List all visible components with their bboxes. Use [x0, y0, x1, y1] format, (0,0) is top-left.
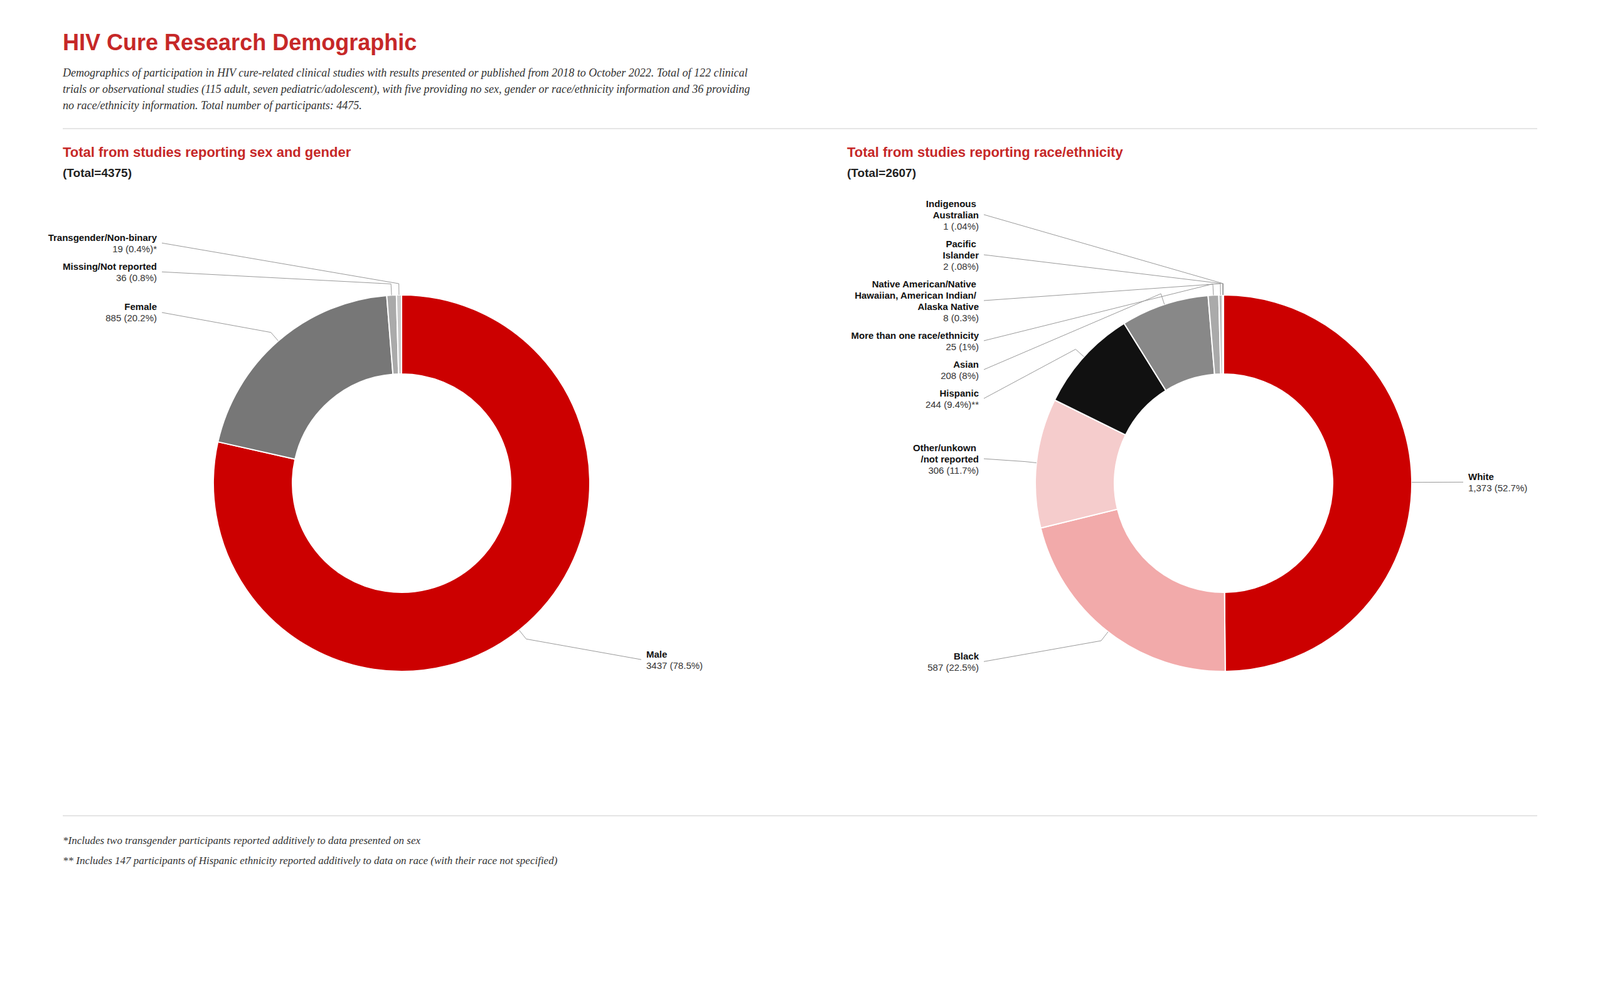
category-label-line: Asian: [953, 358, 979, 370]
slice: [213, 294, 590, 672]
slice: [217, 295, 393, 460]
category-label-line: /not reported: [921, 453, 980, 465]
donut: Male3437 (78.5%) Female885 (20.2%) Missing…: [48, 232, 703, 672]
category-label: Native American/Native Hawaiian, America…: [854, 274, 979, 312]
leader-line: [983, 349, 1085, 399]
chart-panel: Total from studies reporting race/ethnic…: [847, 144, 1528, 673]
separator: [62, 128, 1538, 129]
category-label-line: Black: [953, 650, 980, 662]
separator: [62, 815, 1538, 816]
slice: [1218, 294, 1223, 374]
leader-line: [161, 271, 392, 295]
slice: [1040, 508, 1226, 672]
donut: White1,373 (52.7%) Black587 (22.5%) Other/…: [851, 194, 1528, 673]
value-label: 2 (.08%): [943, 261, 979, 272]
category-label-line: Pacific: [945, 238, 976, 250]
slice: [396, 294, 402, 374]
category-label-line: Female: [124, 301, 157, 312]
category-label: Other/unkown /not reported: [912, 438, 979, 464]
leader-line: [983, 283, 1221, 301]
slice: [1223, 294, 1412, 672]
category-label: Asian: [953, 358, 979, 370]
category-label: Missing/Not reported: [62, 261, 157, 272]
slice: [1123, 295, 1215, 391]
category-label-line: Male: [646, 648, 667, 660]
subtitle: Demographics of participation in HIV cur…: [62, 66, 748, 80]
category-label-line: Missing/Not reported: [62, 261, 157, 272]
category-label: More than one race/ethnicity: [851, 330, 980, 341]
category-label: Transgender/Non-binary: [48, 232, 158, 243]
value-label: 1 (.04%): [943, 220, 979, 232]
category-label-line: Indigenous: [926, 198, 977, 209]
value-label: 3437 (78.5%): [646, 660, 703, 671]
subtitle: trials or observational studies (115 adu…: [62, 82, 750, 96]
category-label-line: Other/unkown: [912, 442, 977, 454]
value-label: 306 (11.7%): [928, 464, 979, 476]
value-label: 244 (9.4%)**: [925, 399, 979, 410]
value-label: 1,373 (52.7%): [1468, 482, 1528, 494]
slice: [1222, 294, 1224, 374]
slice-labels: White1,373 (52.7%) Black587 (22.5%) Other/…: [851, 194, 1528, 673]
category-label: Indigenous Australian: [926, 194, 979, 221]
leader-lines: [161, 242, 642, 660]
footnote: ** Includes 147 participants of Hispanic…: [62, 854, 558, 867]
value-label: 19 (0.4%)*: [112, 243, 157, 255]
category-label-line: Australian: [933, 209, 979, 221]
category-label-line: Islander: [942, 249, 979, 261]
leader-line: [518, 629, 642, 660]
chart-canvas: HIV Cure Research Demographic Demographic…: [0, 0, 1600, 1004]
value-label: 587 (22.5%): [927, 661, 979, 673]
chart-subtitle: (Total=2607): [847, 166, 917, 180]
category-label-line: White: [1468, 471, 1494, 482]
category-label: Black: [953, 650, 980, 662]
category-label-line: Native American/Native: [872, 278, 977, 290]
subtitle: no race/ethnicity information. Total num…: [62, 99, 363, 112]
chart-title: Total from studies reporting sex and gen…: [62, 144, 352, 160]
slice-labels: Male3437 (78.5%) Female885 (20.2%) Missing…: [48, 232, 703, 671]
leader-line: [983, 254, 1223, 295]
slices: [213, 294, 590, 672]
chart-panel: Total from studies reporting sex and gen…: [48, 144, 703, 672]
category-label: Hispanic: [939, 387, 979, 399]
category-label: Female: [124, 301, 157, 312]
leader-line: [983, 631, 1109, 662]
leader-lines: [983, 214, 1464, 662]
value-label: 208 (8%): [940, 370, 979, 381]
chart-title: Total from studies reporting race/ethnic…: [847, 144, 1124, 160]
category-label: Pacific Islander: [942, 234, 979, 261]
footnote: *Includes two transgender participants r…: [62, 834, 421, 847]
value-label: 8 (0.3%): [943, 312, 979, 324]
value-label: 36 (0.8%): [116, 272, 157, 283]
category-label-line: Hawaiian, American Indian/: [854, 289, 977, 301]
leader-line: [983, 458, 1037, 463]
leader-line: [983, 293, 1165, 370]
value-label: 885 (20.2%): [105, 312, 157, 324]
category-label-line: More than one race/ethnicity: [851, 330, 980, 341]
slice: [1222, 294, 1225, 374]
value-label: 25 (1%): [945, 341, 979, 352]
chart-subtitle: (Total=4375): [62, 166, 132, 180]
leader-line: [161, 312, 279, 341]
slices: [1035, 294, 1412, 672]
category-label-line: Transgender/Non-binary: [48, 232, 158, 243]
category-label: Male: [646, 648, 667, 660]
leader-line: [983, 214, 1224, 295]
title: HIV Cure Research Demographic: [62, 29, 417, 56]
category-label: White: [1468, 471, 1494, 482]
leader-line: [1411, 481, 1464, 483]
category-label-line: Alaska Native: [917, 301, 979, 312]
category-label-line: Hispanic: [939, 387, 979, 399]
leader-line: [161, 242, 400, 295]
